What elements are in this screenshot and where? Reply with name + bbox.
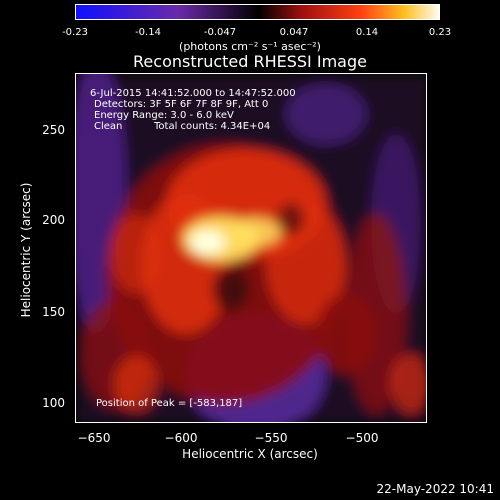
x-axis-label: Heliocentric X (arcsec) (182, 447, 318, 461)
y-tick-label: 100 (42, 396, 65, 410)
colorbar (75, 4, 440, 20)
detectors-text: Detectors: 3F 5F 6F 7F 8F 9F, Att 0 (94, 99, 269, 110)
y-tick-label: 150 (42, 305, 65, 319)
colorbar-tick: -0.14 (135, 27, 161, 38)
map-blob (277, 203, 305, 235)
time-range-text: 6-Jul-2015 14:41:52.000 to 14:47:52.000 (90, 88, 296, 99)
map-blob (316, 294, 376, 374)
x-tick-label: −650 (77, 431, 111, 445)
map-blob (286, 84, 366, 144)
energy-range-text: Energy Range: 3.0 - 6.0 keV (94, 110, 234, 121)
rhessi-image-map (76, 74, 426, 422)
image-plot-area: 6-Jul-2015 14:41:52.000 to 14:47:52.000 … (75, 73, 427, 423)
x-tick-label: −500 (345, 431, 379, 445)
timestamp: 22-May-2022 10:41 (376, 482, 494, 496)
colorbar-tick: -0.047 (203, 27, 237, 38)
x-tick-label: −600 (164, 431, 198, 445)
colorbar-tick: 0.23 (428, 27, 452, 38)
peak-position-text: Position of Peak = [-583,187] (96, 398, 243, 409)
colorbar-units: (photons cm⁻² s⁻¹ asec⁻²) (179, 40, 321, 53)
colorbar-tick: 0.047 (279, 27, 309, 38)
colorbar-tick: -0.23 (62, 27, 88, 38)
map-blob (391, 354, 426, 414)
map-blob (213, 267, 249, 311)
map-blob (231, 218, 281, 246)
y-tick-label: 200 (42, 213, 65, 227)
map-blob (111, 214, 161, 294)
total-counts-text: Total counts: 4.34E+04 (154, 121, 271, 132)
map-blob (266, 204, 346, 324)
y-tick-label: 250 (42, 123, 65, 137)
map-blob (114, 356, 158, 412)
colorbar-tick: 0.14 (355, 27, 379, 38)
image-title: Reconstructed RHESSI Image (133, 52, 367, 71)
algorithm-text: Clean (94, 121, 123, 132)
y-axis-label: Heliocentric Y (arcsec) (19, 182, 33, 318)
map-blob (190, 230, 226, 254)
x-tick-label: −550 (254, 431, 288, 445)
